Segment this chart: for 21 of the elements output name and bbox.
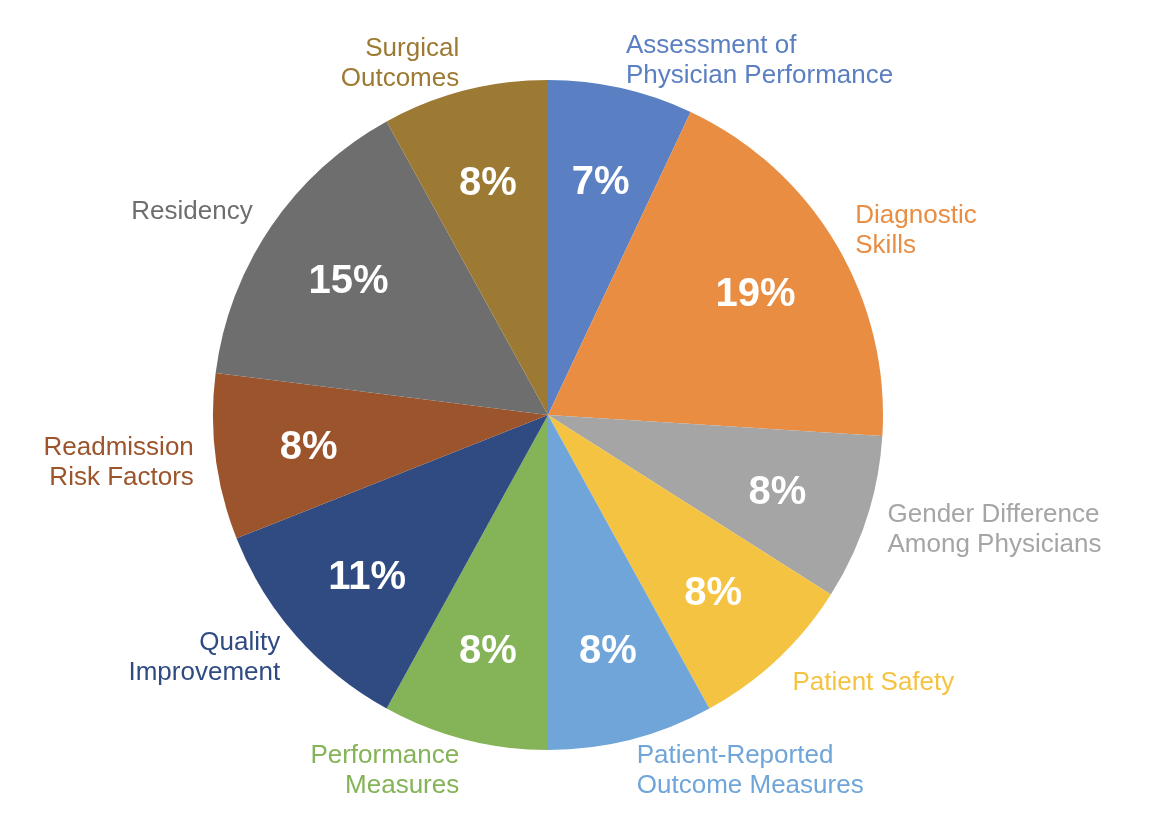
data-label: 7% (571, 157, 630, 202)
slice-label: Surgical Outcomes (340, 31, 460, 92)
slice-label: Residency (131, 194, 253, 225)
data-label: 8% (684, 568, 743, 613)
data-label: 8% (579, 626, 637, 671)
slice-label: Quality Improvement (128, 626, 281, 687)
slice-label: Readmission Risk Factors (43, 430, 194, 491)
slice-label: Assessment of Physician Performance (625, 28, 894, 89)
slice-label: Gender Difference Among Physicians (887, 497, 1102, 558)
data-label: 8% (279, 423, 338, 468)
data-label: 19% (715, 270, 796, 315)
data-label: 8% (748, 467, 807, 512)
pie-slice (213, 373, 548, 539)
slice-label: Patient Safety (792, 666, 955, 697)
slice-label: Patient-Reported Outcome Measures (636, 738, 864, 799)
data-label: 8% (459, 159, 517, 204)
data-label: 11% (328, 552, 406, 597)
slice-label: Performance Measures (310, 738, 460, 799)
slice-label: Diagnostic Skills (855, 199, 977, 260)
data-label: 15% (308, 257, 389, 302)
data-label: 8% (459, 626, 517, 671)
